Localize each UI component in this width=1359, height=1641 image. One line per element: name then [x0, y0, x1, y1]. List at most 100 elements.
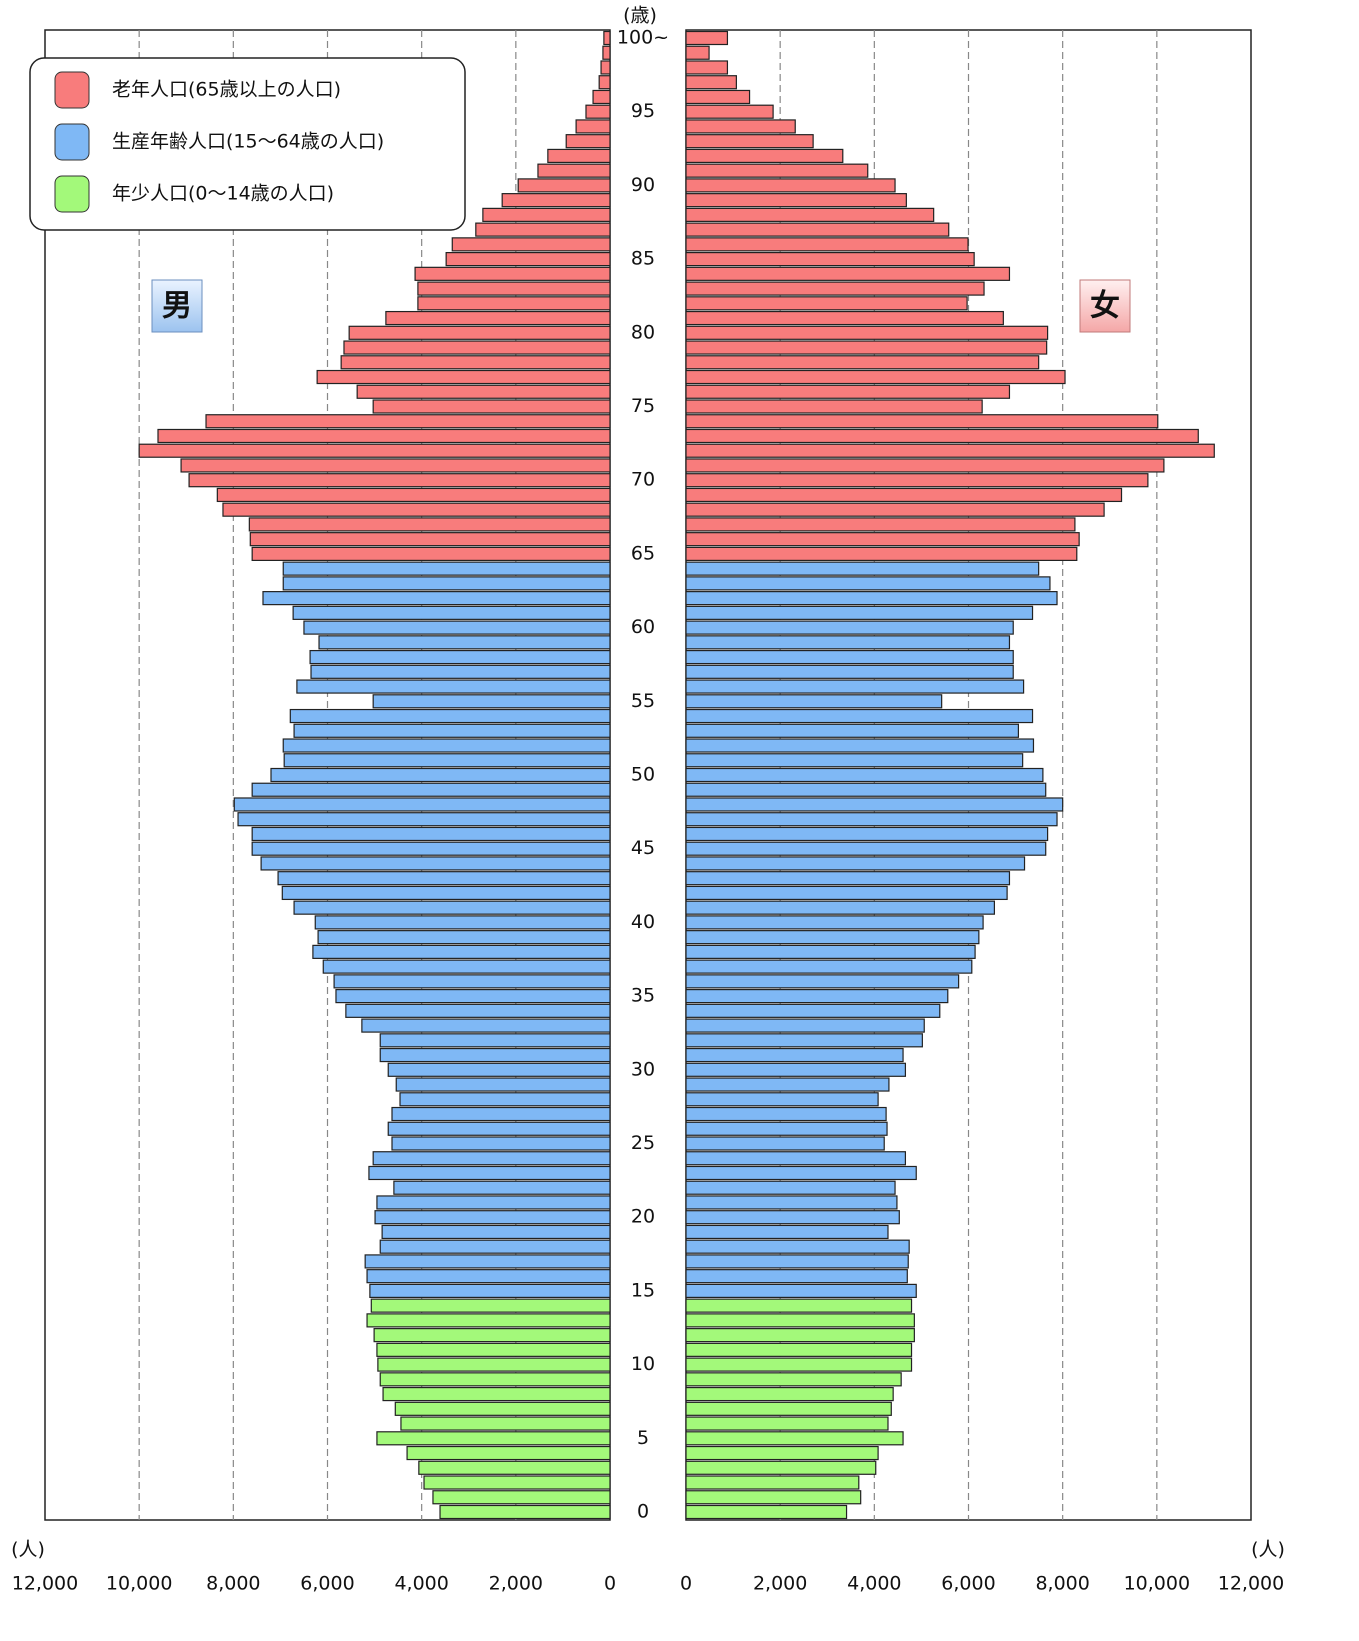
male-bar — [282, 576, 611, 591]
female-bar — [685, 340, 1048, 355]
male-bar — [314, 915, 611, 930]
age-label: 85 — [631, 248, 655, 270]
male-bar — [585, 104, 611, 119]
male-bar — [406, 1445, 611, 1461]
age-label: 30 — [631, 1058, 655, 1080]
male-bar — [317, 930, 611, 945]
female-bar — [685, 414, 1159, 429]
female-bar — [685, 635, 1011, 650]
male-bar — [387, 1121, 611, 1136]
male-bar — [180, 458, 611, 473]
male-bar — [340, 355, 611, 370]
female-bar — [685, 399, 983, 414]
male-bar — [547, 148, 611, 164]
male-bar — [592, 89, 611, 105]
male-bar — [293, 900, 611, 915]
female-bar — [685, 134, 814, 149]
age-label: 0 — [637, 1501, 649, 1523]
female-bar — [685, 237, 969, 252]
female-bar — [685, 89, 751, 105]
age-label: 55 — [631, 690, 655, 712]
male-bar — [376, 1342, 611, 1357]
age-label: 45 — [631, 837, 655, 859]
female-bar — [685, 45, 710, 60]
male-bar — [379, 1372, 611, 1387]
x-tick-label: 4,000 — [847, 1573, 901, 1595]
male-bar — [376, 1195, 611, 1210]
male-bar — [399, 1092, 611, 1107]
male-bar — [445, 252, 611, 267]
female-bar — [685, 1224, 889, 1240]
male-bar — [296, 679, 611, 694]
female-bar — [685, 1298, 913, 1313]
female-bar — [685, 1121, 888, 1136]
male-bar — [537, 163, 611, 178]
male-bar — [322, 959, 611, 974]
male-bar — [387, 1062, 611, 1077]
age-label: 100~ — [617, 27, 669, 49]
male-bar — [418, 1460, 611, 1475]
male-bar — [381, 1224, 611, 1240]
legend-label: 年少人口(0〜14歳の人口) — [112, 183, 334, 205]
legend-label: 生産年齢人口(15〜64歳の人口) — [112, 131, 384, 153]
male-badge — [151, 279, 203, 333]
male-bar — [372, 399, 611, 414]
male-bar — [366, 1313, 611, 1328]
male-bar — [283, 753, 611, 768]
age-label: 95 — [631, 100, 655, 122]
female-bar — [685, 1401, 892, 1416]
female-bar — [685, 605, 1034, 620]
female-bar — [685, 1077, 890, 1092]
male-bar — [282, 561, 611, 576]
female-bar — [685, 1210, 900, 1225]
x-tick-label: 12,000 — [12, 1573, 78, 1595]
female-bar — [685, 1033, 923, 1048]
male-bar — [369, 1283, 611, 1299]
female-bar — [685, 443, 1215, 458]
female-bar — [685, 473, 1149, 488]
male-bar — [309, 649, 611, 665]
male-bar — [372, 1151, 611, 1166]
male-bar — [575, 119, 611, 134]
female-bar — [685, 812, 1058, 827]
male-bar — [216, 487, 611, 503]
female-bar — [685, 974, 960, 989]
male-bar — [395, 1077, 611, 1092]
male-bar — [417, 296, 611, 311]
male-bar — [598, 75, 611, 90]
age-label: 10 — [631, 1353, 655, 1375]
female-bar — [685, 915, 984, 930]
male-bar — [361, 1018, 611, 1033]
female-bar — [685, 767, 1044, 783]
female-bar — [685, 1460, 877, 1475]
female-bar — [685, 1328, 915, 1343]
female-bar — [685, 1386, 894, 1402]
male-bar — [417, 281, 611, 296]
female-bar — [685, 458, 1165, 473]
x-tick-label: 6,000 — [941, 1573, 995, 1595]
male-bar — [368, 1165, 611, 1181]
female-bar — [685, 1357, 913, 1372]
male-bar — [222, 502, 611, 517]
male-bar — [310, 664, 611, 679]
male-bar — [451, 237, 611, 252]
female-bar — [685, 1283, 917, 1299]
male-bar — [277, 871, 611, 886]
male-bar — [482, 207, 611, 222]
age-label: 15 — [631, 1279, 655, 1301]
female-bar — [685, 428, 1199, 444]
female-bar — [685, 1313, 915, 1328]
male-bar — [377, 1357, 611, 1372]
female-bar — [685, 1445, 879, 1461]
female-bar — [685, 561, 1040, 576]
x-tick-label: 2,000 — [753, 1573, 807, 1595]
x-tick-label: 10,000 — [106, 1573, 172, 1595]
female-bar — [685, 119, 796, 134]
male-bar — [157, 428, 611, 444]
male-label: 男 — [162, 289, 192, 324]
female-bar — [685, 1254, 909, 1269]
x-tick-label: 8,000 — [206, 1573, 260, 1595]
male-bar — [393, 1180, 611, 1195]
x-tick-label: 8,000 — [1035, 1573, 1089, 1595]
female-bar — [685, 591, 1058, 606]
